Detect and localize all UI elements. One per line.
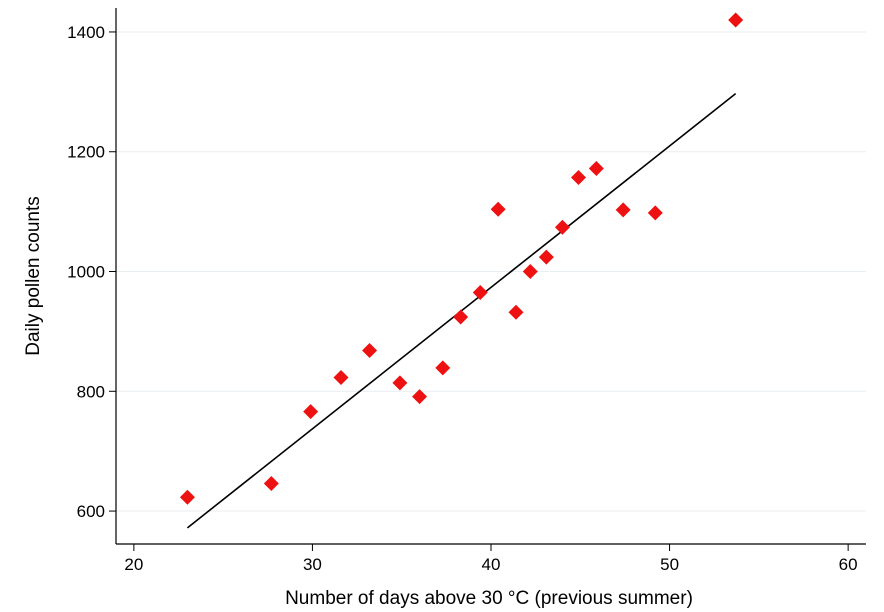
data-point-diamond <box>508 304 524 320</box>
data-point-diamond <box>472 284 488 300</box>
y-axis-title: Daily pollen counts <box>23 196 44 355</box>
data-point-diamond <box>490 201 506 217</box>
data-points <box>179 12 744 505</box>
y-tick-label: 1200 <box>67 143 105 162</box>
data-point-diamond <box>728 12 744 28</box>
x-tick-label: 50 <box>660 555 679 574</box>
data-point-diamond <box>554 219 570 235</box>
data-point-diamond <box>303 404 319 420</box>
x-tick-label: 40 <box>482 555 501 574</box>
data-point-diamond <box>647 205 663 221</box>
data-point-diamond <box>362 343 378 359</box>
data-point-diamond <box>615 202 631 218</box>
axis-labels: Number of days above 30 °C (previous sum… <box>23 196 693 609</box>
x-tick-label: 60 <box>839 555 858 574</box>
data-point-diamond <box>571 169 586 185</box>
data-point-diamond <box>538 249 554 265</box>
data-point-diamond <box>435 360 451 376</box>
y-tick-label: 1400 <box>67 23 105 42</box>
y-tick-label: 800 <box>77 382 105 401</box>
axes: 600 800 1000 1200 1400 20 30 40 50 60 <box>67 8 866 574</box>
y-tick-label: 600 <box>77 502 105 521</box>
data-point-diamond <box>263 476 279 492</box>
data-point-diamond <box>179 489 195 505</box>
data-point-diamond <box>453 309 469 325</box>
data-point-diamond <box>588 161 604 177</box>
x-axis-title: Number of days above 30 °C (previous sum… <box>285 588 693 609</box>
gridlines <box>116 31 866 512</box>
y-tick-label: 1000 <box>67 263 105 282</box>
x-tick-label: 20 <box>124 555 143 574</box>
data-point-diamond <box>392 375 408 391</box>
x-tick-label: 30 <box>303 555 322 574</box>
data-point-diamond <box>522 264 538 280</box>
data-point-diamond <box>333 370 349 386</box>
data-point-diamond <box>412 389 428 405</box>
